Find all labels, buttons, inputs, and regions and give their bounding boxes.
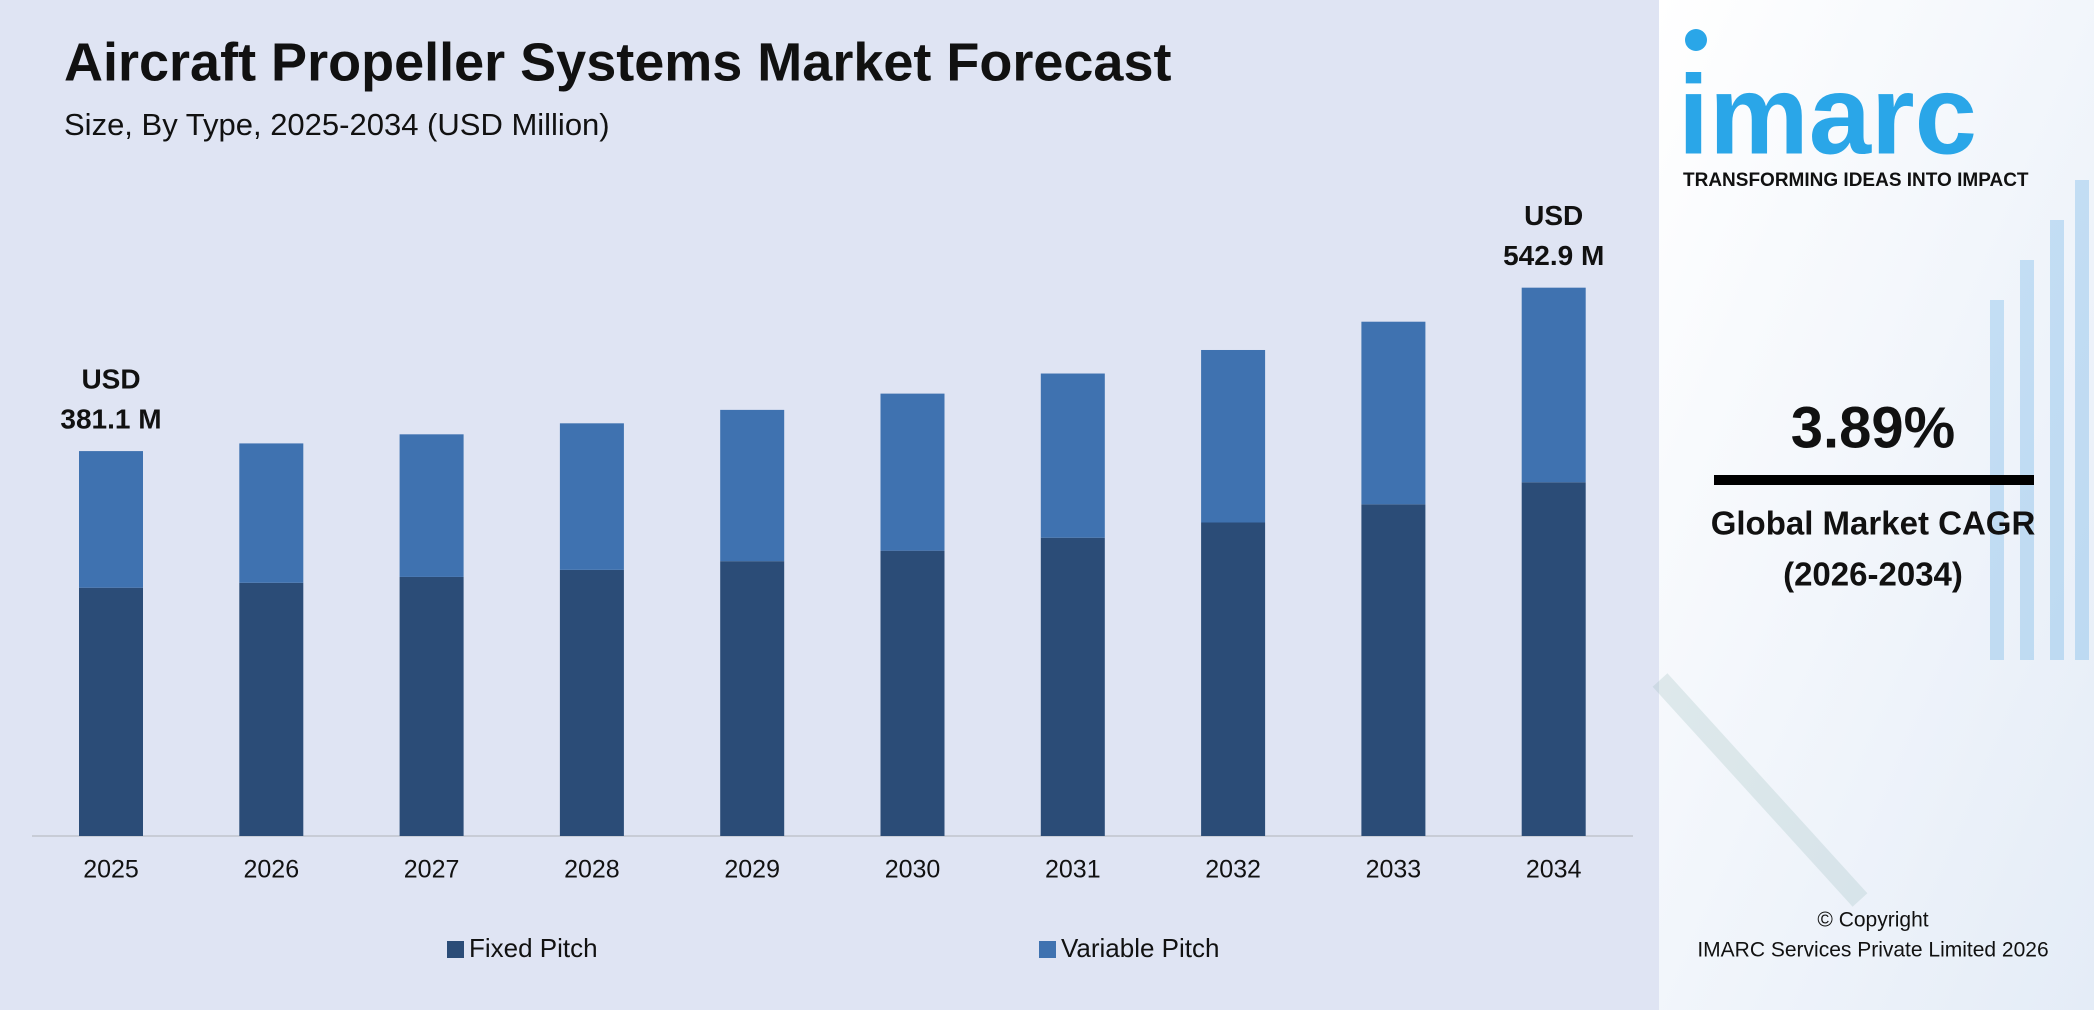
bar-segment (399, 434, 464, 577)
total-label: USD (81, 363, 140, 394)
bar-segment (880, 393, 945, 551)
sidebar-background (1659, 0, 2094, 1010)
x-tick-label: 2029 (724, 856, 780, 884)
total-label: 542.9 M (1503, 240, 1604, 271)
bar-segment (559, 423, 624, 570)
x-tick-label: 2030 (885, 856, 941, 884)
tagline: TRANSFORMING IDEAS INTO IMPACT (1683, 170, 2029, 191)
x-tick-label: 2027 (404, 856, 460, 884)
x-tick-label: 2032 (1205, 856, 1261, 884)
cagr-label: Global Market CAGR (1711, 505, 2036, 542)
logo-dot (1685, 29, 1707, 51)
copyright: © Copyright (1817, 909, 1928, 932)
bar-segment (720, 409, 785, 562)
legend-label: Variable Pitch (1061, 933, 1220, 963)
x-tick-label: 2033 (1366, 856, 1422, 884)
chart-title: Aircraft Propeller Systems Market Foreca… (64, 32, 1171, 92)
company: IMARC Services Private Limited 2026 (1697, 939, 2048, 962)
x-tick-label: 2028 (564, 856, 620, 884)
cagr-value: 3.89% (1791, 395, 1955, 460)
bar-segment (1040, 373, 1105, 538)
chart-subtitle: Size, By Type, 2025-2034 (USD Million) (64, 107, 610, 142)
bar-segment (1361, 504, 1426, 836)
bar-segment (1521, 482, 1586, 836)
bar-segment (79, 451, 143, 588)
x-tick-label: 2031 (1045, 856, 1101, 884)
bar-segment (239, 582, 304, 836)
legend-swatch (1039, 941, 1056, 958)
bar-segment (1521, 287, 1586, 483)
bar-segment (1040, 537, 1105, 836)
bar-segment (1201, 522, 1266, 836)
bar-segment (1361, 321, 1426, 505)
bar-segment (720, 561, 785, 836)
total-label: USD (1524, 200, 1583, 231)
bar-segment (880, 550, 945, 836)
cagr-period: (2026-2034) (1783, 556, 1963, 593)
total-label: 381.1 M (60, 403, 161, 434)
x-tick-label: 2034 (1526, 856, 1582, 884)
bar-segment (399, 576, 464, 836)
bar-segment (79, 587, 143, 836)
legend-swatch (447, 941, 464, 958)
x-tick-label: 2025 (83, 856, 139, 884)
bar-segment (239, 443, 304, 583)
logo: imarc (1678, 53, 1977, 178)
cagr-rule (1714, 475, 2034, 485)
legend-label: Fixed Pitch (469, 933, 598, 963)
x-tick-label: 2026 (243, 856, 299, 884)
bar-segment (559, 569, 624, 836)
bar-segment (1201, 349, 1266, 523)
